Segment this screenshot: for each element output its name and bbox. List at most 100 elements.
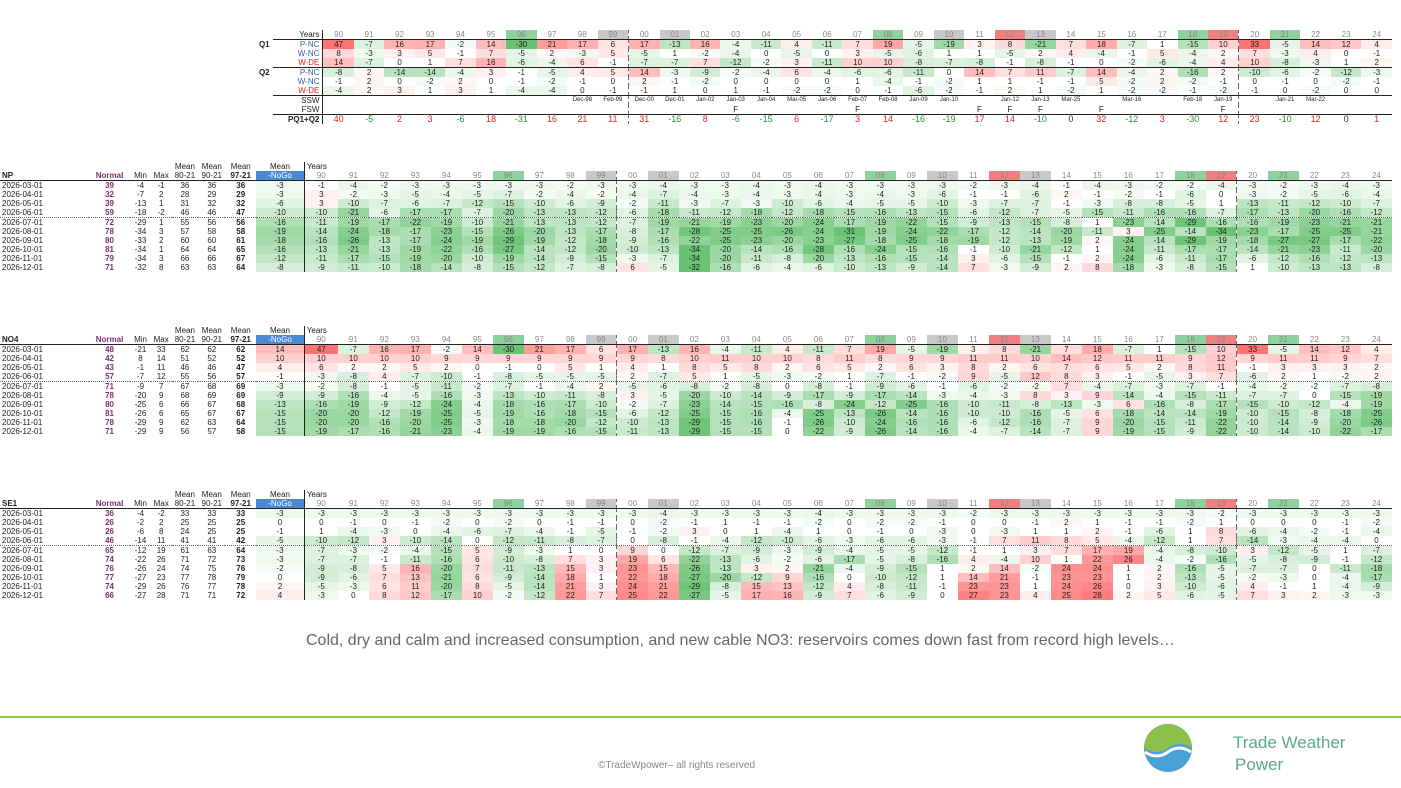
ssw-cell [506,96,536,106]
value-cell: -1 [1112,518,1144,527]
value-cell: -4 [709,536,741,546]
normal-cell: 79 [105,254,114,263]
value-cell: 5 [597,49,630,58]
value-cell: -4 [506,86,537,96]
value-cell: 8 [678,363,710,372]
value-cell: -11 [1174,418,1206,427]
value-cell: -20 [1298,208,1330,218]
value-cell: -11 [1081,227,1113,236]
value-cell: -1 [628,86,660,96]
value-cell: 21 [523,344,555,354]
value-cell: -15 [1205,263,1238,272]
value-cell: -25 [1298,227,1330,236]
year-header: 06 [811,30,843,40]
value-cell: 10 [740,354,772,363]
value-cell: 3 [957,254,989,263]
value-cell: -4 [1112,536,1144,546]
normal-cell: 74 [105,582,114,591]
block-name: NO4 [0,335,89,345]
value-cell: 0 [811,77,843,86]
value-cell: -12 [337,536,369,546]
max-header: Max [150,335,172,345]
value-cell: 0 [523,363,555,372]
value-cell: -9 [833,391,865,400]
value-cell: 5 [1147,49,1178,58]
value-cell: -1 [1050,254,1082,263]
years-label: Years [303,162,338,171]
value-cell: -6 [1236,372,1268,382]
value-cell: -7 [1267,391,1299,400]
value-cell: -19 [523,236,555,245]
value-cell: -26 [864,409,896,418]
year-header: 16 [1116,30,1148,40]
max-cell: 24 [156,564,166,573]
value-cell: 25 [616,591,648,600]
value-cell: 0 [616,518,648,527]
value-cell: -13 [1236,199,1268,208]
year-header: 23 [1329,171,1361,181]
value-cell: -14 [1143,409,1175,418]
value-cell: 0 [1238,77,1270,86]
normal-cell: 71 [105,382,114,391]
fsw-cell: F [994,105,1026,115]
value-cell: -6 [802,263,834,272]
fsw-cell [322,105,354,115]
nogo-cell: 0 [256,518,305,527]
value-cell: -3 [1236,180,1268,190]
value-cell: 17 [554,344,586,354]
value-cell: 3 [1267,591,1299,600]
value-cell: -4 [616,190,648,199]
mean-cell: 74 [180,564,190,573]
year-header: 21 [1267,499,1299,509]
mean-cell: 64 [236,418,246,427]
value-cell: -2 [492,591,524,600]
min-cell: -22 [134,555,147,564]
value-cell: -2 [933,77,965,86]
value-cell: -1 [957,190,989,199]
value-cell: 0 [1298,573,1330,582]
mean-cell: 29 [207,190,217,199]
min-cell: -34 [134,245,147,254]
mean-range-header: 97-21 [225,335,257,345]
value-cell: -13 [1019,236,1051,245]
value-cell: -2 [771,555,803,564]
value-cell: 8 [368,591,400,600]
mean-cell: 64 [180,245,190,254]
value-cell: -3 [567,49,598,58]
value-cell: -21 [337,245,369,254]
normal-cell: 77 [105,573,114,582]
value-cell: -18 [399,263,431,272]
nogo-cell: -2 [256,564,305,573]
year-header: 98 [554,335,586,345]
value-cell: -7 [492,381,524,391]
value-cell: 6 [368,582,400,591]
max-cell: 33 [156,345,166,354]
value-cell: -3 [659,67,691,77]
value-cell: -13 [1360,254,1392,263]
value-cell: -15 [1019,254,1051,263]
year-header: 94 [430,335,462,345]
ssw-cell: Mar-05 [787,97,807,103]
value-cell: 19 [1112,545,1144,555]
mean-cell: 33 [236,509,246,518]
value-cell: -7 [585,536,618,546]
mean-cell: 71 [207,591,217,600]
value-cell: 28 [1081,591,1113,600]
value-cell: -22 [399,217,431,227]
value-cell: 10 [1207,39,1240,49]
value-cell: -20 [771,236,803,245]
year-header: 00 [616,171,648,181]
data-row: 2026-03-01 39 -4 -1 36 36 36 -3 -1 -4 -2 -3 -3 -3 -3 -3… [0,180,1392,190]
mean-range-header: 80-21 [171,335,199,345]
max-cell: 1 [158,199,164,208]
value-cell: 26 [1081,582,1113,591]
year-header: 02 [678,335,710,345]
value-cell: -1 [957,536,989,546]
value-cell: -17 [1360,573,1392,582]
max-cell: -2 [157,509,165,518]
value-cell: -6 [988,254,1020,263]
value-cell: -29 [492,236,524,245]
value-cell: -14 [895,409,927,418]
value-cell: -16 [771,400,803,409]
value-cell: -13 [1267,208,1299,218]
